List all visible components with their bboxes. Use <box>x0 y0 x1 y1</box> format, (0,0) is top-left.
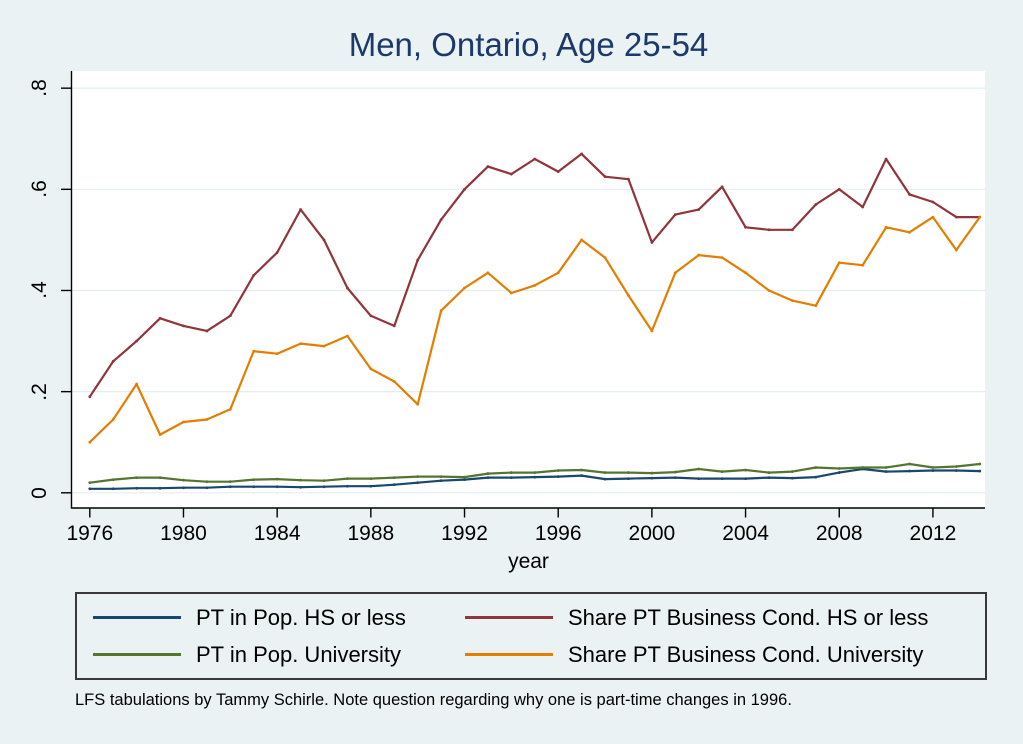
legend-label: Share PT Business Cond. HS or less <box>568 604 929 630</box>
legend-label: PT in Pop. HS or less <box>196 604 406 630</box>
x-axis-title: year <box>508 550 549 573</box>
y-axis-tick-label: .8 <box>28 79 51 97</box>
legend-item: Share PT Business Cond. University <box>465 636 928 673</box>
x-axis-tick-label: 2008 <box>815 522 863 545</box>
legend-line-maroon <box>465 616 553 619</box>
x-axis-tick-label: 1992 <box>441 522 488 545</box>
y-axis-tick-label: .6 <box>28 180 51 199</box>
x-axis-tick-label: 1988 <box>347 522 395 545</box>
legend-column-1: PT in Pop. HS or less PT in Pop. Univers… <box>93 599 406 673</box>
x-axis-tick-label: 2012 <box>909 522 957 545</box>
legend-item: PT in Pop. HS or less <box>93 599 406 636</box>
x-axis-tick-label: 2004 <box>722 522 769 545</box>
x-axis-tick-label: 1980 <box>160 522 207 545</box>
legend-line-green <box>93 653 181 656</box>
legend: PT in Pop. HS or less PT in Pop. Univers… <box>75 592 987 680</box>
y-axis-tick-label: .2 <box>28 382 51 401</box>
y-axis-tick-label: 0 <box>28 486 51 499</box>
legend-column-2: Share PT Business Cond. HS or less Share… <box>465 599 928 673</box>
legend-line-orange <box>465 653 553 656</box>
x-axis-tick-label: 1976 <box>66 522 114 545</box>
legend-item: PT in Pop. University <box>93 636 406 673</box>
legend-item: Share PT Business Cond. HS or less <box>465 599 928 636</box>
legend-line-navy <box>93 616 181 619</box>
x-axis-tick-label: 1996 <box>534 522 582 545</box>
x-axis-tick-label: 1984 <box>253 522 301 545</box>
legend-label: Share PT Business Cond. University <box>568 641 924 667</box>
x-axis-tick-label: 2000 <box>628 522 676 545</box>
footnote: LFS tabulations by Tammy Schirle. Note q… <box>75 691 792 709</box>
legend-label: PT in Pop. University <box>196 641 402 667</box>
y-axis-tick-label: .4 <box>28 281 51 300</box>
chart-title: Men, Ontario, Age 25-54 <box>348 26 709 63</box>
